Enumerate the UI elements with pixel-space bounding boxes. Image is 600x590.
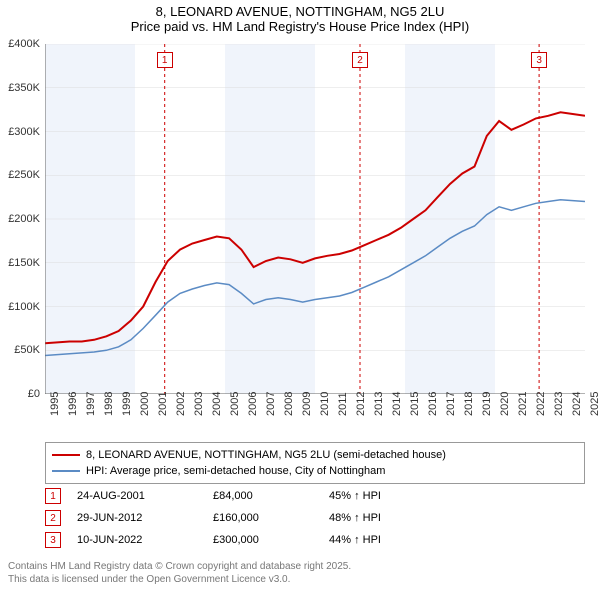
y-axis-label: £250K [8, 169, 40, 181]
legend-row: HPI: Average price, semi-detached house,… [52, 463, 578, 479]
y-axis-label: £50K [14, 344, 40, 356]
x-axis-label: 2010 [319, 392, 331, 416]
legend-label: 8, LEONARD AVENUE, NOTTINGHAM, NG5 2LU (… [86, 449, 446, 461]
x-axis-label: 2008 [283, 392, 295, 416]
x-axis-label: 2016 [427, 392, 439, 416]
x-axis-label: 2011 [337, 392, 349, 416]
event-marker: 1 [157, 52, 173, 68]
title-line-1: 8, LEONARD AVENUE, NOTTINGHAM, NG5 2LU [0, 4, 600, 19]
y-axis: £0£50K£100K£150K£200K£250K£300K£350K£400… [0, 44, 42, 394]
y-axis-label: £200K [8, 213, 40, 225]
y-axis-label: £300K [8, 126, 40, 138]
x-axis-label: 1997 [85, 392, 97, 416]
x-axis-label: 2015 [409, 392, 421, 416]
x-axis-label: 2006 [247, 392, 259, 416]
event-marker: 2 [352, 52, 368, 68]
x-axis-label: 2001 [157, 392, 169, 416]
sales-row: 2 29-JUN-2012 £160,000 48% ↑ HPI [45, 507, 585, 529]
footer-line: This data is licensed under the Open Gov… [8, 573, 351, 586]
x-axis-label: 2014 [391, 392, 403, 416]
sales-row: 1 24-AUG-2001 £84,000 45% ↑ HPI [45, 485, 585, 507]
chart-plot-area: 1 2 3 [45, 44, 585, 394]
x-axis-label: 2021 [517, 392, 529, 416]
x-axis-label: 2023 [553, 392, 565, 416]
legend-label: HPI: Average price, semi-detached house,… [86, 465, 385, 477]
event-marker: 3 [531, 52, 547, 68]
chart-title-block: 8, LEONARD AVENUE, NOTTINGHAM, NG5 2LU P… [0, 0, 600, 34]
x-axis-label: 2025 [589, 392, 600, 416]
x-axis-label: 2005 [229, 392, 241, 416]
y-axis-label: £100K [8, 301, 40, 313]
x-axis-label: 2009 [301, 392, 313, 416]
legend-row: 8, LEONARD AVENUE, NOTTINGHAM, NG5 2LU (… [52, 447, 578, 463]
legend: 8, LEONARD AVENUE, NOTTINGHAM, NG5 2LU (… [45, 442, 585, 484]
x-axis-label: 2019 [481, 392, 493, 416]
y-axis-label: £150K [8, 257, 40, 269]
sales-delta: 45% ↑ HPI [329, 490, 381, 502]
y-axis-label: £350K [8, 82, 40, 94]
sales-delta: 48% ↑ HPI [329, 512, 381, 524]
sales-table: 1 24-AUG-2001 £84,000 45% ↑ HPI 2 29-JUN-2012… [45, 485, 585, 551]
y-axis-label: £400K [8, 38, 40, 50]
x-axis-label: 2013 [373, 392, 385, 416]
legend-swatch [52, 454, 80, 456]
sales-date: 24-AUG-2001 [77, 490, 197, 502]
sales-marker: 2 [45, 510, 61, 526]
x-axis-label: 1998 [103, 392, 115, 416]
x-axis-label: 1996 [67, 392, 79, 416]
sales-date: 10-JUN-2022 [77, 534, 197, 546]
x-axis-label: 2002 [175, 392, 187, 416]
x-axis-label: 2020 [499, 392, 511, 416]
x-axis-label: 1999 [121, 392, 133, 416]
sales-marker: 3 [45, 532, 61, 548]
footer-line: Contains HM Land Registry data © Crown c… [8, 560, 351, 573]
legend-swatch [52, 470, 80, 472]
x-axis-label: 2017 [445, 392, 457, 416]
sales-price: £84,000 [213, 490, 313, 502]
x-axis-label: 2007 [265, 392, 277, 416]
sales-delta: 44% ↑ HPI [329, 534, 381, 546]
sales-price: £160,000 [213, 512, 313, 524]
x-axis-label: 1995 [49, 392, 61, 416]
x-axis-label: 2024 [571, 392, 583, 416]
footer-attribution: Contains HM Land Registry data © Crown c… [8, 560, 351, 586]
x-axis-label: 2018 [463, 392, 475, 416]
sales-row: 3 10-JUN-2022 £300,000 44% ↑ HPI [45, 529, 585, 551]
x-axis-label: 2003 [193, 392, 205, 416]
y-axis-label: £0 [28, 388, 40, 400]
sales-date: 29-JUN-2012 [77, 512, 197, 524]
x-axis-label: 2000 [139, 392, 151, 416]
title-line-2: Price paid vs. HM Land Registry's House … [0, 19, 600, 34]
sales-marker: 1 [45, 488, 61, 504]
x-axis-label: 2022 [535, 392, 547, 416]
x-axis-label: 2004 [211, 392, 223, 416]
x-axis: 1995199619971998199920002001200220032004… [45, 398, 585, 438]
sales-price: £300,000 [213, 534, 313, 546]
chart-svg [45, 44, 585, 394]
x-axis-label: 2012 [355, 392, 367, 416]
